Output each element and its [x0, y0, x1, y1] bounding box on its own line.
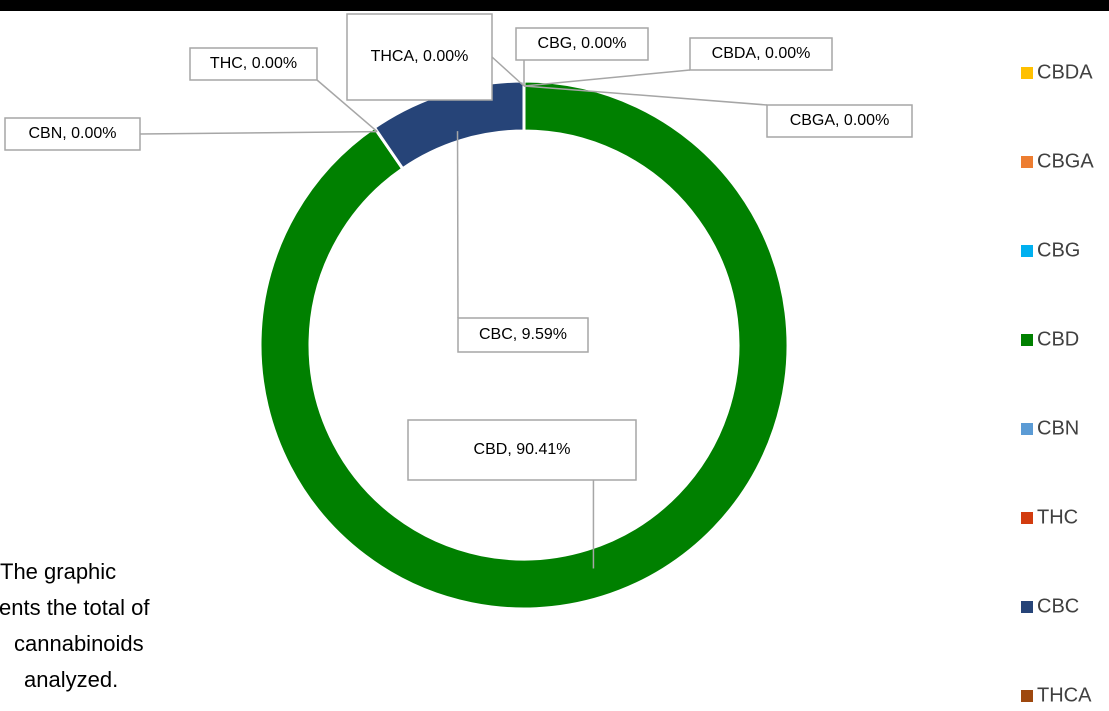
legend-label: CBGA	[1037, 150, 1094, 172]
legend-swatch	[1021, 67, 1033, 79]
label-box	[515, 27, 649, 61]
legend-label: CBDA	[1037, 61, 1093, 83]
data-label: CBN, 0.00%	[28, 125, 116, 142]
data-label: THC, 0.00%	[210, 55, 297, 72]
legend-swatch	[1021, 690, 1033, 702]
data-label: CBD, 90.41%	[474, 441, 571, 458]
data-label: CBG, 0.00%	[538, 35, 627, 52]
leader-line	[316, 79, 378, 133]
legend-swatch	[1021, 156, 1033, 168]
note-line: analyzed.	[24, 667, 118, 692]
legend-label: CBN	[1037, 417, 1079, 439]
note-line: The graphic	[0, 559, 116, 584]
label-box	[189, 47, 318, 81]
note-line: cannabinoids	[14, 631, 144, 656]
legend-swatch	[1021, 423, 1033, 435]
slice	[258, 79, 790, 611]
note-line: sents the total of	[0, 595, 150, 620]
legend-label: CBC	[1037, 595, 1079, 617]
data-label: THCA, 0.00%	[371, 48, 469, 65]
leader-line	[139, 130, 378, 135]
top-bar	[0, 0, 1109, 11]
legend-swatch	[1021, 334, 1033, 346]
labels: CBDA, 0.00% CBGA, 0.00% CBG, 0.00% CBD, 90.…	[4, 13, 913, 569]
legend-swatch	[1021, 245, 1033, 257]
label-box	[689, 37, 833, 71]
label-box	[346, 13, 493, 101]
legend-swatch	[1021, 512, 1033, 524]
legend-label: CBD	[1037, 328, 1079, 350]
data-label: CBGA, 0.00%	[790, 112, 890, 129]
data-label: CBDA, 0.00%	[712, 45, 811, 62]
leader-line	[523, 69, 691, 87]
label-box	[457, 317, 589, 353]
label-box	[766, 104, 913, 138]
slices	[258, 79, 790, 611]
data-label: CBC, 9.59%	[479, 326, 567, 343]
legend-label: THC	[1037, 506, 1078, 528]
leader-line	[523, 85, 768, 106]
label-box	[407, 419, 637, 481]
legend-label: THCA	[1037, 684, 1092, 706]
legend-label: CBG	[1037, 239, 1080, 261]
leader-line	[491, 56, 525, 87]
slice	[372, 79, 526, 171]
label-box	[4, 117, 141, 151]
legend-swatch	[1021, 601, 1033, 613]
